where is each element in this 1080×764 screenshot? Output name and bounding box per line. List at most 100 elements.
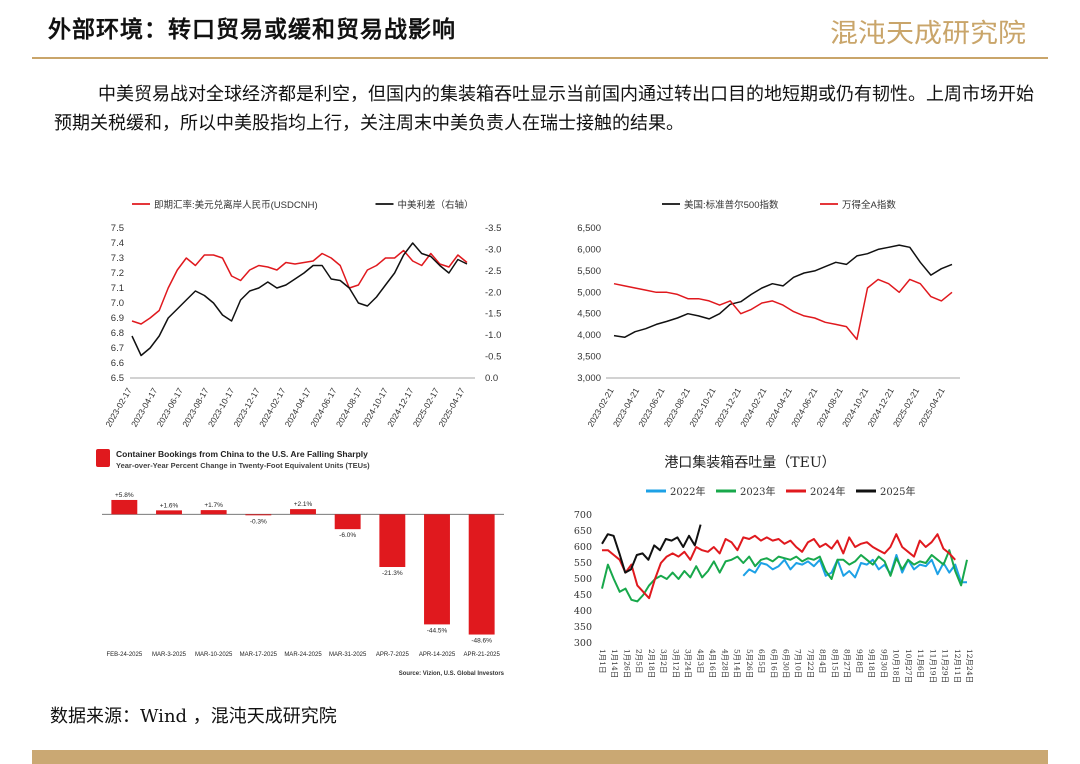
chart4-x-tick: 3月24日 [684, 649, 693, 678]
chart4-x-tick: 6月16日 [769, 649, 778, 678]
chart4-y-tick: 300 [574, 638, 592, 649]
chart4-y-tick: 500 [574, 574, 592, 585]
container-bookings-chart: Container Bookings from China to the U.S… [96, 449, 505, 677]
chart2-y-tick: 3,500 [577, 352, 601, 363]
chart4-x-tick: 8月27日 [843, 649, 852, 678]
chart4-x-tick: 2月18日 [647, 649, 656, 678]
chart1-left-tick: 6.8 [111, 328, 124, 339]
chart4-y-tick: 600 [574, 542, 592, 553]
chart3-data-label: -0.3% [250, 518, 267, 525]
chart4-x-tick: 3月2日 [659, 649, 668, 674]
chart4-legend-label: 2022年 [670, 485, 705, 498]
chart3-data-label: +5.8% [115, 492, 134, 499]
chart1-left-tick: 7.2 [111, 268, 124, 279]
chart3-category-label: MAR-31-2025 [329, 652, 367, 658]
chart4-y-tick: 650 [574, 526, 592, 537]
chart4-x-tick: 7月22日 [806, 649, 815, 678]
chart4-x-tick: 11月6日 [916, 649, 925, 678]
chart1-legend-label: 中美利差（右轴） [398, 199, 474, 211]
chart1-right-tick: -2.0 [485, 287, 501, 298]
brand-logo: 混沌天成研究院 [830, 19, 1026, 48]
chart1-right-tick: -3.5 [485, 223, 501, 234]
port-container-throughput-chart: 港口集装箱吞吐量（TEU） 2022年 2023年 2024年 2025年 300 350 4… [574, 454, 974, 683]
chart4-x-tick: 11月19日 [928, 649, 937, 683]
chart3-bar [111, 499, 138, 515]
chart4-series-4 [601, 524, 702, 574]
chart4-x-tick: 8月4日 [818, 649, 827, 674]
chart3-source-note: Source: Vizion, U.S. Global Investors [399, 671, 505, 677]
chart4-x-tick: 6月5日 [757, 649, 766, 674]
summary-paragraph: 中美贸易战对全球经济都是利空，但国内的集装箱吞吐显示当前国内通过转出口目的地短期… [54, 84, 1034, 134]
chart3-data-label: +1.6% [160, 502, 179, 509]
chart2-y-tick: 6,500 [577, 223, 601, 234]
chart3-data-label: +1.7% [204, 502, 223, 509]
chart1-right-tick: 0.0 [485, 373, 498, 384]
chart1-right-tick: -2.5 [485, 266, 501, 277]
footer-bar [32, 750, 1048, 764]
chart1-left-tick: 6.7 [111, 343, 124, 354]
chart1-left-tick: 7.1 [111, 283, 124, 294]
chart4-x-tick: 1月1日 [598, 649, 607, 674]
chart3-bar [245, 514, 272, 516]
chart2-y-tick: 6,000 [577, 244, 601, 255]
chart4-x-tick: 1月14日 [610, 649, 619, 678]
chart4-x-tick: 9月30日 [879, 649, 888, 678]
chart4-x-tick: 1月26日 [622, 649, 631, 678]
chart4-legend-label: 2023年 [740, 485, 775, 498]
chart4-x-tick: 9月8日 [855, 649, 864, 674]
chart4-x-tick: 12月11日 [953, 649, 962, 683]
chart4-x-tick: 7月10日 [794, 649, 803, 678]
chart3-category-label: MAR-10-2025 [195, 652, 233, 658]
chart4-series-1 [742, 554, 967, 584]
chart3-bar [156, 510, 182, 515]
chart4-y-tick: 400 [574, 606, 592, 617]
chart3-bar [468, 514, 495, 635]
chart2-legend-label: 万得全A指数 [842, 199, 896, 211]
chart4-x-tick: 11月29日 [941, 649, 950, 683]
chart1-series-spread [131, 242, 468, 357]
chart1-right-tick: -1.5 [485, 309, 501, 320]
header-divider [32, 57, 1048, 59]
chart1-series-usdcnh [131, 249, 468, 325]
chart4-x-tick: 10月27日 [904, 649, 913, 683]
chart3-category-label: MAR-24-2025 [284, 652, 322, 658]
chart4-legend-label: 2024年 [810, 485, 845, 498]
chart3-title: Container Bookings from China to the U.S… [116, 449, 368, 459]
chart4-y-tick: 550 [574, 558, 592, 569]
chart2-y-tick: 4,500 [577, 309, 601, 320]
data-source-note: 数据来源：Wind ，混沌天成研究院 [50, 706, 337, 727]
chart2-series-sp500 [613, 244, 953, 339]
chart1-right-tick: -1.0 [485, 330, 501, 341]
chart3-data-label: -6.0% [339, 532, 356, 539]
chart3-bar [424, 514, 450, 625]
chart3-data-label: +2.1% [294, 501, 313, 508]
chart4-x-tick: 2月5日 [635, 649, 644, 674]
chart3-category-label: APR-21-2025 [463, 652, 500, 658]
chart3-header-icon [96, 449, 110, 467]
logo-text: 混沌天成研究院 [830, 19, 1026, 48]
chart3-data-label: -48.6% [471, 638, 492, 645]
page-title: 外部环境：转口贸易或缓和贸易战影响 [48, 16, 456, 43]
chart4-x-tick: 5月26日 [745, 649, 754, 678]
chart2-series-wind-a [613, 278, 953, 341]
chart3-bar [334, 514, 361, 530]
chart3-bar [200, 510, 227, 515]
chart4-x-tick: 12月24日 [965, 649, 974, 683]
chart3-data-label: -44.5% [427, 627, 448, 634]
chart3-bar [290, 509, 316, 515]
chart1-legend-label: 即期汇率:美元兑离岸人民币(USDCNH) [154, 199, 318, 211]
chart4-x-tick: 4月28日 [720, 649, 729, 678]
chart1-left-tick: 7.3 [111, 253, 124, 264]
chart1-right-tick: -3.0 [485, 244, 501, 255]
chart4-x-tick: 3月12日 [671, 649, 680, 678]
chart4-x-tick: 4月16日 [708, 649, 717, 678]
chart4-x-tick: 5月14日 [733, 649, 742, 678]
chart1-right-tick: -0.5 [485, 352, 501, 363]
chart3-category-label: APR-14-2025 [419, 652, 456, 658]
chart1-x-tick: 2025-04-17 [436, 386, 467, 429]
chart3-bar [379, 514, 406, 568]
chart2-y-tick: 4,000 [577, 330, 601, 341]
chart4-x-tick: 6月30日 [782, 649, 791, 678]
chart1-left-tick: 6.9 [111, 313, 124, 324]
chart4-x-tick: 4月3日 [696, 649, 705, 674]
